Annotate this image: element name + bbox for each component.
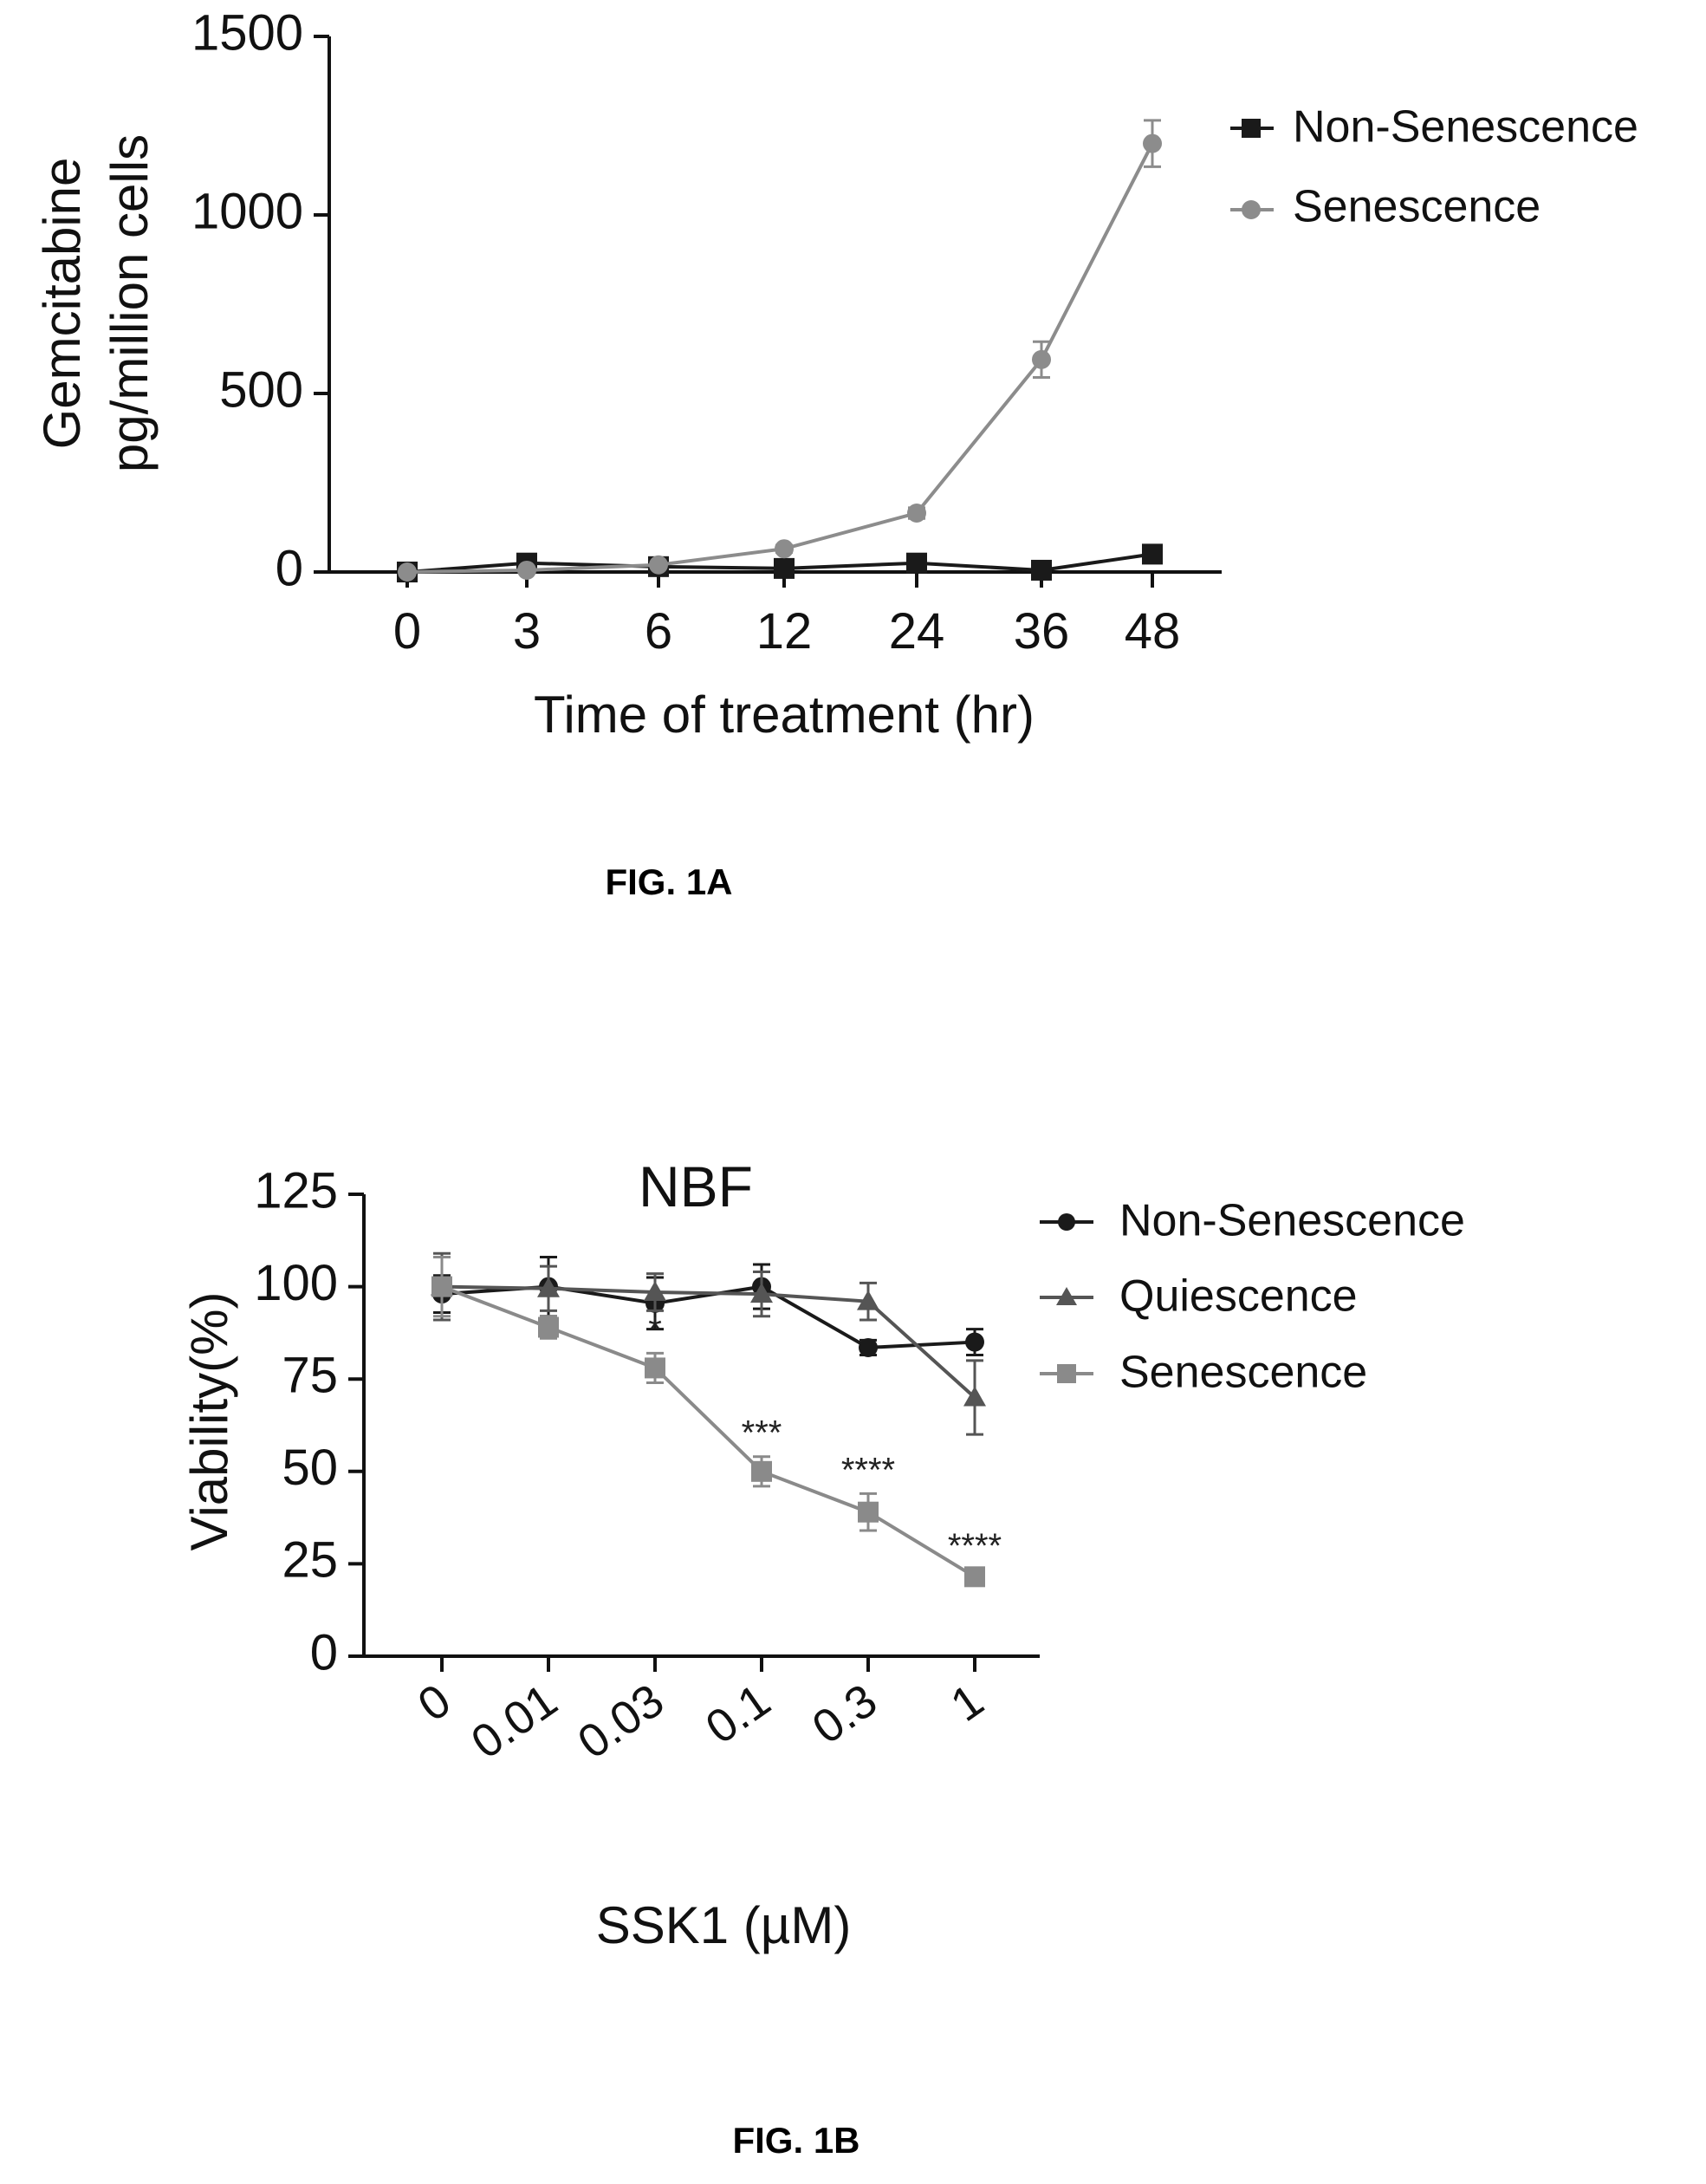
x-tick-label: 0 <box>393 603 421 660</box>
chart-b-legend-label-quiescence: Quiescence <box>1119 1271 1358 1322</box>
data-point <box>538 1316 559 1338</box>
chart-b-y-ticks: 0 25 50 75 100 125 <box>254 1162 364 1680</box>
chart-a-y-ticks: 0 500 1000 1500 <box>191 4 329 596</box>
data-point <box>649 555 668 575</box>
data-point <box>965 1332 984 1352</box>
data-point <box>859 1337 878 1357</box>
chart-b-y-axis-title: Viability(%) <box>180 1292 238 1551</box>
data-point <box>963 1386 986 1407</box>
y-tick-label: 1500 <box>191 4 303 61</box>
x-tick-label: 3 <box>513 603 541 660</box>
x-tick-label: 12 <box>756 603 813 660</box>
significance-label: **** <box>948 1527 1002 1565</box>
data-point <box>1143 133 1162 153</box>
y-tick-label: 100 <box>254 1255 338 1311</box>
chart-a-series <box>397 119 1163 582</box>
y-tick-label: 125 <box>254 1162 338 1219</box>
x-tick-label: 0.1 <box>697 1674 780 1754</box>
chart-a-legend-item-non-senescence: Non-Senescence <box>1230 102 1638 153</box>
data-point <box>964 1566 985 1588</box>
y-tick-label: 25 <box>282 1532 338 1589</box>
chart-b-series <box>431 1251 986 1588</box>
legend-circle-marker-icon <box>1242 200 1261 219</box>
series-senescence <box>398 119 1162 582</box>
x-tick-label: 0.03 <box>568 1674 673 1769</box>
x-tick-label: 0 <box>409 1674 460 1732</box>
series-non-senescence <box>432 1255 984 1357</box>
data-point <box>517 560 536 580</box>
data-point <box>1142 543 1163 565</box>
chart-b-title: NBF <box>639 1154 753 1219</box>
x-tick-label: 48 <box>1125 603 1181 660</box>
series-quiescence <box>431 1251 986 1436</box>
data-point <box>645 1357 665 1379</box>
y-tick-label: 50 <box>282 1440 338 1496</box>
chart-b-legend-label-non-senescence: Non-Senescence <box>1119 1196 1465 1246</box>
chart-b-x-axis-title: SSK1 (µM) <box>596 1896 852 1954</box>
data-point <box>644 1280 666 1301</box>
legend-circle-marker-icon <box>1058 1213 1075 1231</box>
data-point <box>1031 559 1052 581</box>
data-point <box>858 1501 879 1523</box>
chart-b-legend-item-quiescence: Quiescence <box>1040 1271 1358 1322</box>
x-tick-label: 0.3 <box>803 1674 886 1754</box>
data-point <box>750 1283 773 1303</box>
series-line <box>441 1284 976 1400</box>
chart-a-legend-label-senescence: Senescence <box>1293 182 1541 232</box>
chart-a-legend-item-senescence: Senescence <box>1230 182 1541 232</box>
x-tick-label: 6 <box>645 603 672 660</box>
y-tick-label: 0 <box>276 540 303 596</box>
figure-caption-1a: FIG. 1A <box>605 861 732 902</box>
y-tick-label: 0 <box>310 1624 338 1680</box>
chart-b-x-ticks: 0 0.01 0.03 0.1 0.3 1 <box>409 1656 993 1769</box>
y-tick-label: 75 <box>282 1348 338 1404</box>
data-point <box>751 1460 772 1482</box>
chart-a-y-axis-title-line1: Gemcitabine <box>33 158 91 450</box>
data-point <box>857 1290 879 1310</box>
x-tick-label: 36 <box>1014 603 1070 660</box>
data-point <box>1032 349 1051 369</box>
data-point <box>906 552 927 574</box>
legend-triangle-marker-icon <box>1056 1287 1077 1305</box>
y-tick-label: 500 <box>219 361 303 418</box>
chart-b-significance-annotations: ************ <box>648 1310 1002 1564</box>
series-line <box>441 1284 976 1579</box>
y-tick-label: 1000 <box>191 183 303 239</box>
series-senescence <box>431 1255 985 1588</box>
x-tick-label: 24 <box>889 603 945 660</box>
legend-square-marker-icon <box>1242 119 1261 138</box>
x-tick-label: 1 <box>942 1674 993 1732</box>
data-point <box>775 539 794 559</box>
chart-b-legend: Non-Senescence Quiescence Senescence <box>1040 1196 1465 1398</box>
chart-a-y-axis-title-line2: pg/million cells <box>101 134 159 472</box>
significance-label: *** <box>742 1414 782 1453</box>
figure-caption-1b: FIG. 1B <box>732 2120 859 2161</box>
data-point <box>774 557 795 579</box>
legend-square-marker-icon <box>1057 1364 1076 1383</box>
data-point <box>537 1277 560 1297</box>
data-point <box>907 504 926 523</box>
chart-a-legend: Non-Senescence Senescence <box>1230 102 1638 232</box>
significance-label: * <box>648 1310 662 1349</box>
x-tick-label: 0.01 <box>462 1674 567 1769</box>
chart-b-legend-item-senescence: Senescence <box>1040 1348 1367 1398</box>
chart-b-legend-label-senescence: Senescence <box>1119 1348 1367 1398</box>
data-point <box>398 562 417 582</box>
chart-a-legend-label-non-senescence: Non-Senescence <box>1293 102 1638 153</box>
chart-b-legend-item-non-senescence: Non-Senescence <box>1040 1196 1465 1246</box>
data-point <box>431 1276 452 1297</box>
chart-a-x-axis-title: Time of treatment (hr) <box>534 686 1035 744</box>
significance-label: **** <box>841 1451 895 1489</box>
chart-a-x-ticks: 0 3 6 12 24 36 48 <box>393 572 1180 660</box>
